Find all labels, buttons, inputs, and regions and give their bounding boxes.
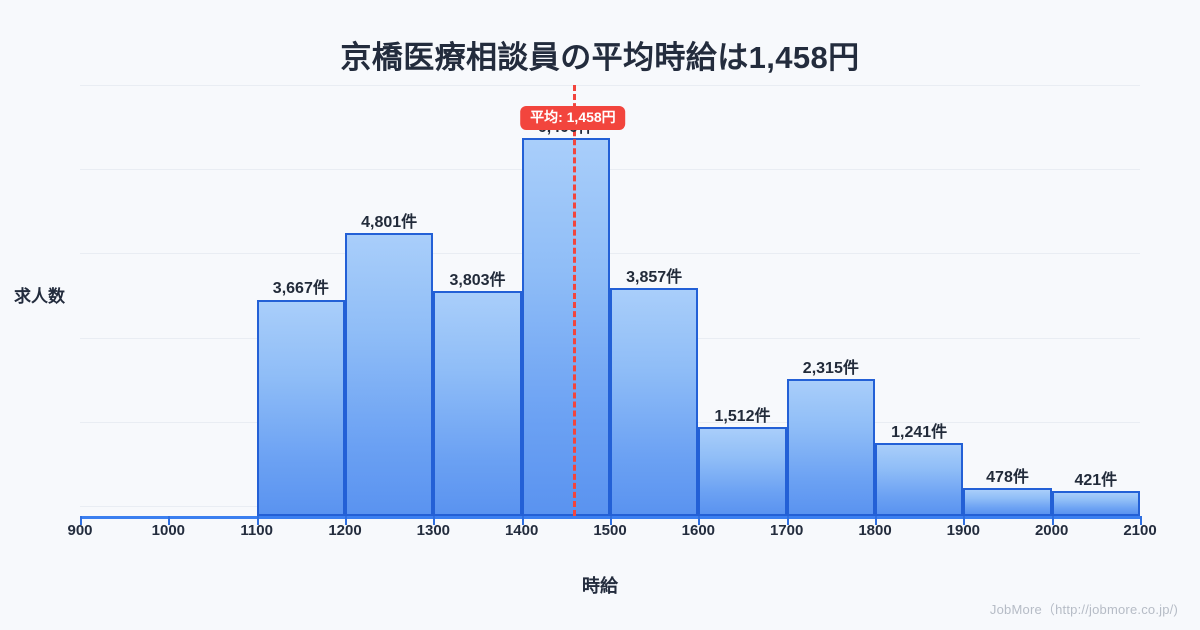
x-axis-tick-label: 1200 <box>328 522 362 539</box>
bar[interactable] <box>610 288 699 516</box>
x-axis-tick-label: 1400 <box>504 522 539 539</box>
gridline <box>80 253 1140 255</box>
gridline <box>80 169 1140 171</box>
x-axis-tick <box>1051 516 1054 525</box>
bar[interactable] <box>345 232 434 516</box>
x-axis-tick <box>345 516 347 525</box>
x-axis-tick-label: 1800 <box>858 522 892 539</box>
x-axis-tick-label: 1600 <box>681 522 716 539</box>
bar[interactable] <box>786 379 875 516</box>
x-axis-title: 時給 <box>582 576 618 596</box>
x-axis-tick <box>168 516 171 525</box>
bar[interactable] <box>256 299 345 516</box>
bar[interactable] <box>875 442 964 516</box>
y-axis-title: 求人数 <box>14 287 65 306</box>
x-axis-tick <box>256 516 259 525</box>
bar-value-label: 478件 <box>986 468 1029 486</box>
bar-value-label: 4,801件 <box>361 213 418 231</box>
bar[interactable] <box>521 138 610 516</box>
x-axis-tick <box>963 516 966 525</box>
x-axis-tick-label: 1000 <box>151 522 186 539</box>
bar-value-label: 2,315件 <box>802 360 859 378</box>
bar[interactable] <box>963 487 1052 516</box>
bar-value-label: 3,857件 <box>626 269 683 287</box>
x-axis-tick <box>786 516 789 525</box>
plot-area <box>80 85 1140 516</box>
gridline <box>80 85 1140 86</box>
bar-value-label: 3,803件 <box>449 272 506 290</box>
bar-series <box>80 85 1140 516</box>
average-badge: 平均: 1,458円 <box>520 106 626 131</box>
x-axis-tick <box>80 516 82 525</box>
x-axis-tick <box>433 516 436 525</box>
average-line <box>572 85 576 516</box>
x-axis-tick-label: 1100 <box>240 522 273 539</box>
x-axis-tick <box>1140 516 1142 525</box>
bar[interactable] <box>433 291 522 516</box>
watermark: JobMore（http://jobmore.co.jp/) <box>989 602 1178 617</box>
bar-value-label: 1,241件 <box>891 423 948 441</box>
x-axis-tick-label: 1300 <box>416 522 451 539</box>
page-title: 京橋医療相談員の平均時給は1,458円 <box>340 40 860 75</box>
x-axis-tick-label: 900 <box>67 522 93 539</box>
x-axis-tick-label: 1900 <box>946 522 981 539</box>
bar-value-label: 1,512件 <box>714 407 771 425</box>
x-axis-tick <box>698 516 701 525</box>
bar[interactable] <box>1051 491 1140 516</box>
x-axis-tick-label: 1500 <box>593 522 627 539</box>
bar-value-label: 421件 <box>1074 472 1118 490</box>
x-axis-tick <box>521 516 524 525</box>
bar[interactable] <box>698 426 787 516</box>
x-axis-tick-label: 1700 <box>769 522 804 539</box>
x-axis-tick-label: 2000 <box>1034 522 1069 539</box>
x-axis-tick <box>610 516 612 525</box>
x-axis-tick <box>875 516 877 525</box>
bar-value-label: 3,667件 <box>272 280 329 298</box>
x-axis-tick-label: 2100 <box>1123 522 1157 539</box>
